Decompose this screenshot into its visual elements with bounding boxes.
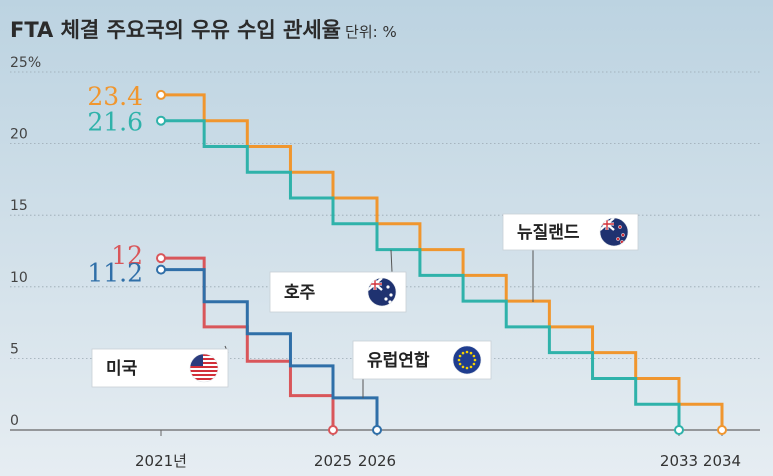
flag-ring	[189, 353, 219, 383]
series-line-뉴질랜드	[161, 93, 724, 430]
flag-stripe	[190, 380, 218, 382]
x-tick-label: 2033	[660, 452, 698, 470]
y-tick-label: 15	[10, 198, 28, 214]
flag-star	[621, 233, 625, 237]
flag-star	[457, 358, 461, 362]
flag-stripe	[190, 378, 218, 380]
callout-label: 미국	[106, 359, 138, 379]
start-value-label: 12	[111, 241, 143, 270]
flag-star	[469, 351, 473, 355]
start-value-label: 23.4	[87, 82, 143, 111]
start-point	[156, 264, 166, 275]
flag-field	[453, 346, 481, 374]
flag-star	[461, 365, 465, 369]
start-point	[156, 253, 166, 264]
flag-ring	[452, 345, 482, 375]
flag-star	[384, 297, 388, 301]
flag-stripe	[190, 360, 218, 362]
callout-유럽연합: 유럽연합	[352, 340, 492, 398]
flag-stripe	[190, 366, 218, 368]
callout-미국: 미국	[91, 345, 229, 388]
flag-ring	[599, 217, 629, 247]
leader-line	[390, 249, 393, 273]
x-tick-label: 2021년	[135, 452, 187, 470]
flag-stripe	[190, 376, 218, 378]
series-line-호주	[161, 119, 681, 430]
chart-title: FTA 체결 주요국의 우유 수입 관세율 단위: %	[10, 18, 397, 42]
flag-stripe	[190, 356, 218, 358]
series-line-유럽연합	[161, 268, 379, 430]
y-axis: 25% 20 15 10 5 0	[10, 55, 41, 429]
eu-flag-icon	[452, 345, 482, 375]
flag-star	[473, 358, 477, 362]
flag-star	[465, 366, 469, 370]
flag-star	[616, 237, 620, 241]
y-tick-label: 20	[10, 127, 28, 143]
end-point	[717, 425, 727, 435]
flag-stripe	[190, 368, 218, 370]
us-flag-icon	[189, 353, 219, 383]
flag-star	[618, 225, 622, 229]
flag-star	[458, 354, 462, 358]
flag-star	[469, 365, 473, 369]
start-point	[156, 115, 166, 126]
x-axis: 2021년 2025 2026 2033 2034	[135, 430, 741, 470]
flag-star	[461, 351, 465, 355]
y-tick-label: 0	[10, 413, 19, 429]
flag-star	[472, 362, 476, 366]
x-tick-label: 2034	[703, 452, 741, 470]
end-point	[674, 425, 684, 435]
flag-stripe	[190, 364, 218, 366]
end-point	[372, 425, 382, 435]
y-tick-label: 25%	[10, 55, 41, 71]
flag-stripe	[190, 362, 218, 364]
flag-stripe	[190, 354, 218, 356]
callout-label: 유럽연합	[367, 350, 430, 371]
callout-label: 뉴질랜드	[517, 222, 580, 243]
flag-fill	[190, 354, 218, 382]
flag-star	[465, 350, 469, 354]
start-value-label: 11.2	[87, 259, 143, 288]
flag-ring	[367, 277, 397, 307]
flag-stripe	[190, 372, 218, 374]
flag-fill	[453, 346, 481, 374]
callout-뉴질랜드: 뉴질랜드	[502, 213, 639, 302]
nz-flag-icon	[599, 217, 629, 247]
y-tick-label: 5	[10, 341, 19, 357]
start-point	[156, 89, 166, 100]
x-tick-label: 2025	[314, 452, 352, 470]
flag-stripe	[190, 358, 218, 360]
flag-stripe	[190, 370, 218, 372]
end-point	[328, 425, 338, 435]
au-flag-icon	[367, 277, 397, 307]
x-tick-label: 2026	[358, 452, 396, 470]
callout-호주: 호주	[269, 249, 407, 313]
flag-star	[386, 285, 390, 289]
start-value-label: 21.6	[87, 108, 143, 137]
flag-star	[389, 293, 393, 297]
callout-label: 호주	[284, 283, 316, 303]
unit-label: 단위: %	[345, 23, 397, 41]
flag-star	[472, 354, 476, 358]
y-tick-label: 10	[10, 270, 28, 286]
flag-stripe	[190, 374, 218, 376]
flag-star	[458, 362, 462, 366]
